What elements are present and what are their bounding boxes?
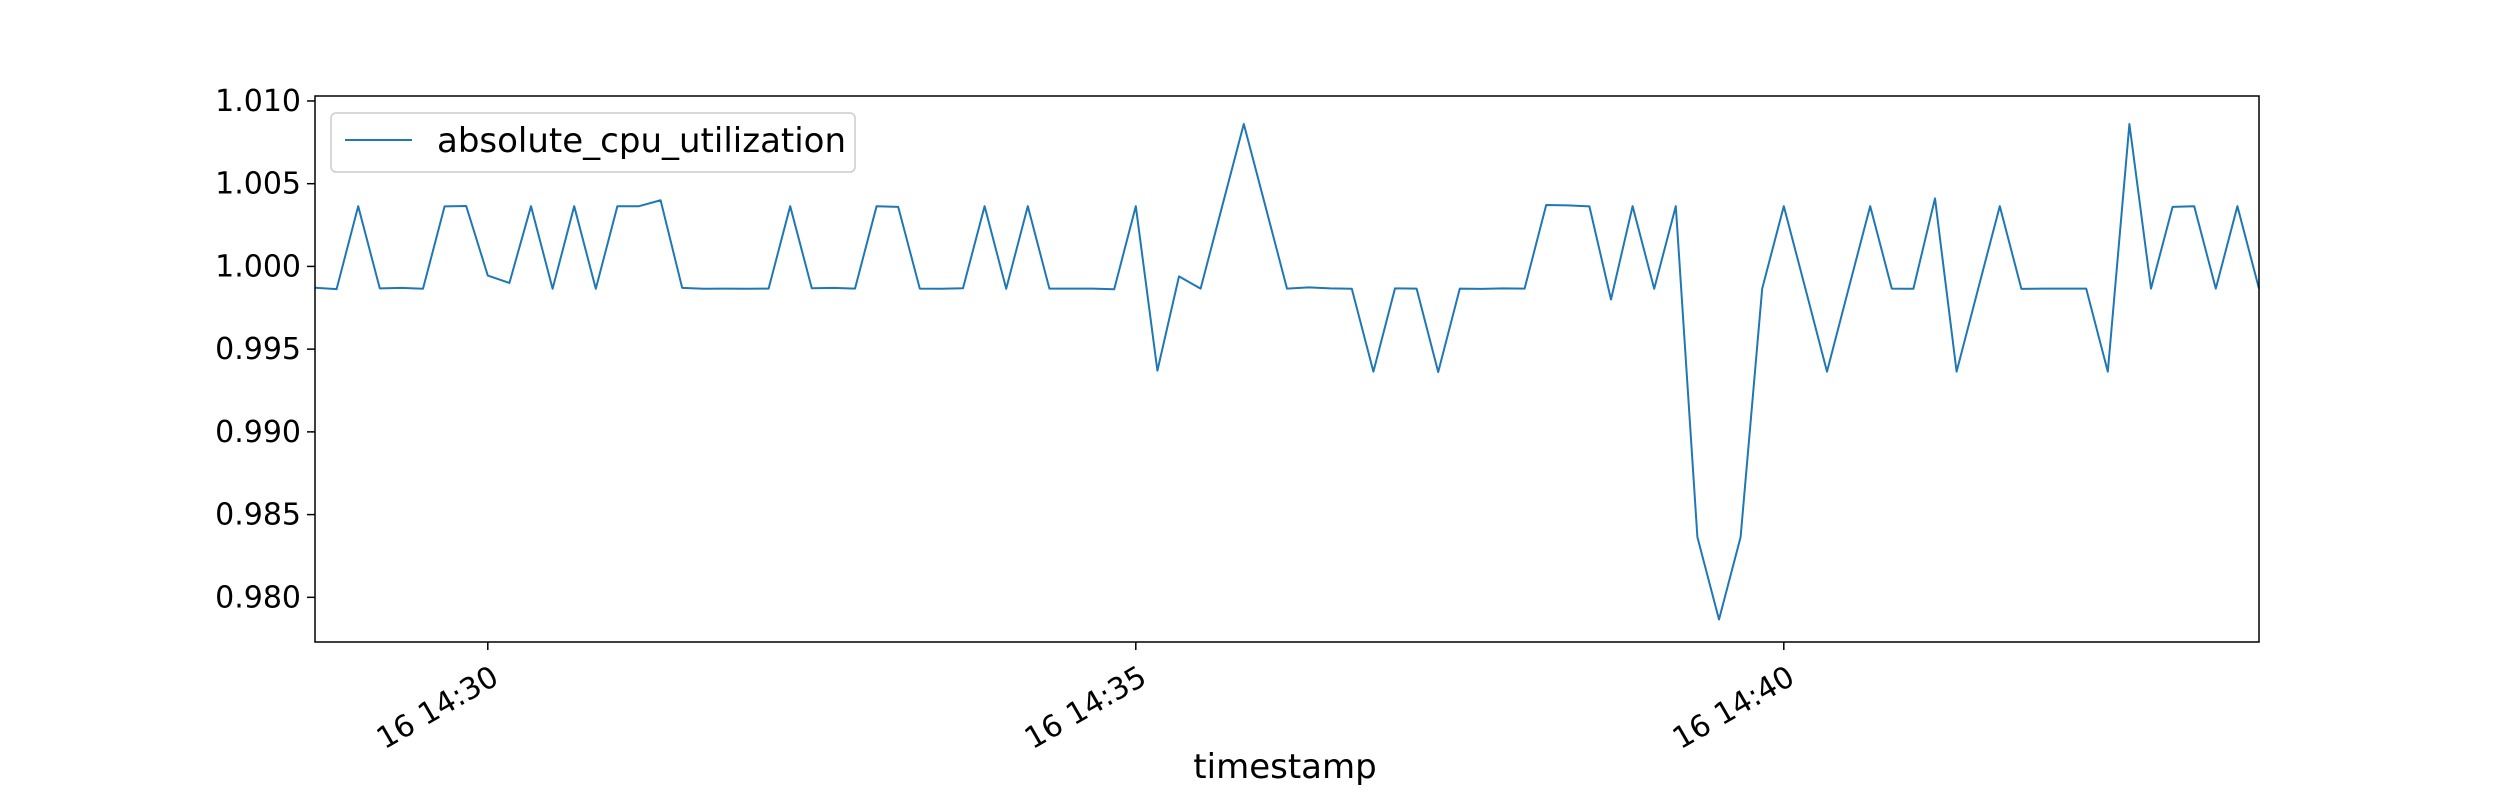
x-axis-label: timestamp: [1193, 747, 1376, 787]
x-tick-label: 16 14:40: [1667, 659, 1801, 756]
y-tick-label: 0.990: [215, 415, 301, 450]
y-tick-label: 0.980: [215, 580, 301, 615]
legend: absolute_cpu_utilization: [330, 112, 856, 173]
x-axis: 16 14:30 16 14:35 16 14:40: [371, 642, 1801, 757]
x-tick-label: 16 14:30: [371, 659, 505, 756]
y-axis: 0.980 0.985 0.990 0.995 1.000 1.005 1.010: [215, 84, 315, 615]
x-tick-label: 16 14:35: [1019, 659, 1153, 756]
plot-area: [314, 122, 2260, 621]
y-tick-label: 1.005: [215, 167, 301, 202]
y-tick-label: 1.000: [215, 249, 301, 284]
y-tick-label: 0.985: [215, 498, 301, 533]
legend-entry-label: absolute_cpu_utilization: [437, 121, 846, 161]
legend-frame: [330, 112, 856, 173]
y-tick-label: 1.010: [215, 84, 301, 119]
series-line-0: [314, 122, 2260, 621]
y-tick-label: 0.995: [215, 332, 301, 367]
plot-frame: [314, 95, 2260, 643]
